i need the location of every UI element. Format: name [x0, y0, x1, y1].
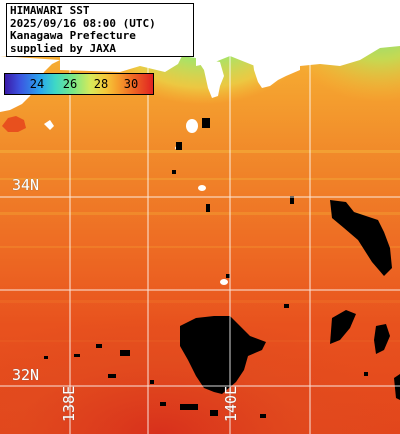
lat-label-32n: 32N: [12, 366, 40, 384]
colorbar-tick-26: 26: [62, 77, 78, 91]
title-line-credit: supplied by JAXA: [10, 41, 116, 55]
colorbar-tick-28: 28: [93, 77, 109, 91]
lat-label-34n: 34N: [12, 176, 40, 194]
cloud-mask: [44, 118, 400, 418]
lon-label-140e: 140E: [222, 385, 240, 422]
island-miyake: [220, 279, 228, 285]
title-box: HIMAWARI SST 2025/09/16 08:00 (UTC) Kana…: [6, 3, 194, 57]
title-line-datetime: 2025/09/16 08:00 (UTC): [10, 16, 156, 30]
title-line-product: HIMAWARI SST: [10, 4, 90, 17]
colorbar-tick-30: 30: [123, 77, 139, 91]
temperature-colorbar: 24 26 28 30: [4, 73, 154, 95]
title-line-region: Kanagawa Prefecture: [10, 29, 136, 42]
land-izu-heat: [2, 116, 26, 132]
land-boso-peninsula: [236, 24, 300, 88]
island-niijima: [198, 185, 206, 191]
land-izu-islet: [44, 120, 54, 130]
lon-label-138e: 138E: [60, 385, 78, 422]
colorbar-tick-24: 24: [29, 77, 45, 91]
land-miura-peninsula: [196, 58, 224, 98]
island-oshima: [186, 119, 198, 133]
